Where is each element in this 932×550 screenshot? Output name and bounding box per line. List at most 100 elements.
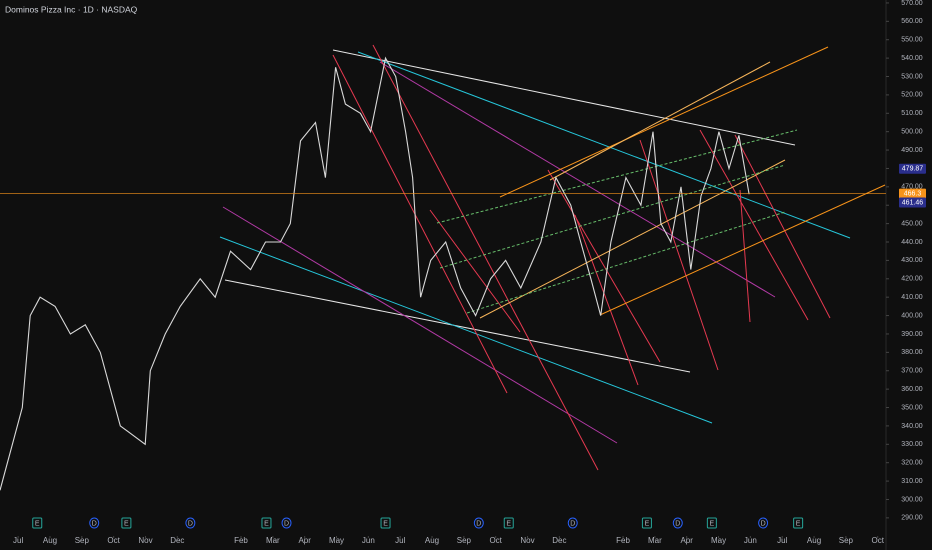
- event-marker: E: [121, 517, 132, 529]
- y-tick-label: 510.00: [901, 110, 923, 117]
- x-tick-label: Feb: [234, 536, 248, 545]
- x-tick-label: Jun: [362, 536, 375, 545]
- event-label: E: [645, 520, 650, 527]
- channel: [599, 184, 886, 316]
- y-tick-label: 340.00: [901, 423, 923, 430]
- event-marker: D: [758, 517, 769, 529]
- price-label: 479.87: [902, 166, 924, 173]
- y-tick-label: 430.00: [901, 257, 923, 264]
- event-label: D: [570, 520, 575, 527]
- trendline: [429, 209, 521, 333]
- x-tick-label: Nov: [138, 536, 152, 545]
- event-label: D: [761, 520, 766, 527]
- trendline: [222, 206, 618, 444]
- event-label: D: [675, 520, 680, 527]
- event-box: [641, 517, 652, 529]
- event-box: [261, 517, 272, 529]
- x-tick-label: Oct: [871, 536, 884, 545]
- event-label: D: [92, 520, 97, 527]
- y-tick-label: 530.00: [901, 73, 923, 80]
- event-marker: D: [89, 517, 100, 529]
- x-tick-label: Jul: [395, 536, 405, 545]
- event-marker: D: [185, 517, 196, 529]
- y-tick-label: 450.00: [901, 220, 923, 227]
- channel: [436, 129, 798, 224]
- event-box: [89, 517, 100, 529]
- y-tick-label: 520.00: [901, 92, 923, 99]
- x-tick-label: Aug: [807, 536, 821, 545]
- y-tick-label: 490.00: [901, 147, 923, 154]
- x-tick-label: Dec: [552, 536, 566, 545]
- x-tick-label: Mar: [266, 536, 280, 545]
- price-label-box: [899, 188, 926, 199]
- event-marker: D: [672, 517, 683, 529]
- y-tick-label: 420.00: [901, 276, 923, 283]
- price-label-box: [899, 163, 926, 174]
- x-tick-label: Aug: [43, 536, 57, 545]
- event-label: E: [264, 520, 269, 527]
- y-tick-label: 350.00: [901, 404, 923, 411]
- trendline: [699, 129, 809, 321]
- trendline: [224, 279, 691, 373]
- event-box: [672, 517, 683, 529]
- event-box: [567, 517, 578, 529]
- x-tick-label: Mar: [648, 536, 662, 545]
- event-label: E: [383, 520, 388, 527]
- x-tick-label: Oct: [489, 536, 502, 545]
- x-tick-label: Sep: [839, 536, 854, 545]
- x-tick-label: Apr: [680, 536, 693, 545]
- y-tick-label: 310.00: [901, 478, 923, 485]
- drawings: [219, 44, 886, 471]
- y-tick-label: 400.00: [901, 312, 923, 319]
- x-tick-label: Aug: [425, 536, 439, 545]
- price-line: [0, 56, 750, 491]
- trendline: [357, 51, 851, 239]
- price-label: 466.3: [904, 190, 922, 197]
- event-marker: E: [503, 517, 514, 529]
- x-tick-label: Apr: [298, 536, 311, 545]
- y-tick-label: 540.00: [901, 55, 923, 62]
- channel: [549, 61, 771, 181]
- event-label: D: [476, 520, 481, 527]
- event-box: [380, 517, 391, 529]
- event-marker: D: [473, 517, 484, 529]
- y-tick-label: 500.00: [901, 129, 923, 136]
- y-tick-label: 320.00: [901, 460, 923, 467]
- y-tick-label: 390.00: [901, 331, 923, 338]
- y-tick-label: 290.00: [901, 515, 923, 522]
- event-box: [473, 517, 484, 529]
- event-label: E: [124, 520, 129, 527]
- event-box: [793, 517, 804, 529]
- x-tick-label: Sep: [75, 536, 90, 545]
- channel: [439, 164, 786, 269]
- trendline: [379, 61, 776, 298]
- y-tick-label: 300.00: [901, 496, 923, 503]
- y-tick-label: 560.00: [901, 18, 923, 25]
- trendline: [574, 214, 639, 386]
- y-tick-label: 550.00: [901, 37, 923, 44]
- event-marker: E: [380, 517, 391, 529]
- event-box: [32, 517, 43, 529]
- x-tick-label: Dec: [170, 536, 184, 545]
- event-marker: E: [793, 517, 804, 529]
- event-marker: D: [567, 517, 578, 529]
- event-box: [185, 517, 196, 529]
- trendline: [372, 44, 599, 471]
- x-tick-label: May: [711, 536, 726, 545]
- trendline: [219, 236, 713, 424]
- y-tick-label: 370.00: [901, 368, 923, 375]
- x-tick-label: Feb: [616, 536, 630, 545]
- event-marker: E: [261, 517, 272, 529]
- event-box: [503, 517, 514, 529]
- x-tick-label: May: [329, 536, 344, 545]
- x-tick-label: Jul: [13, 536, 23, 545]
- y-tick-label: 410.00: [901, 294, 923, 301]
- trendline: [639, 139, 719, 371]
- y-tick-label: 570.00: [901, 0, 923, 7]
- event-marker: E: [706, 517, 717, 529]
- y-tick-label: 470.00: [901, 184, 923, 191]
- event-label: E: [35, 520, 40, 527]
- y-tick-label: 380.00: [901, 349, 923, 356]
